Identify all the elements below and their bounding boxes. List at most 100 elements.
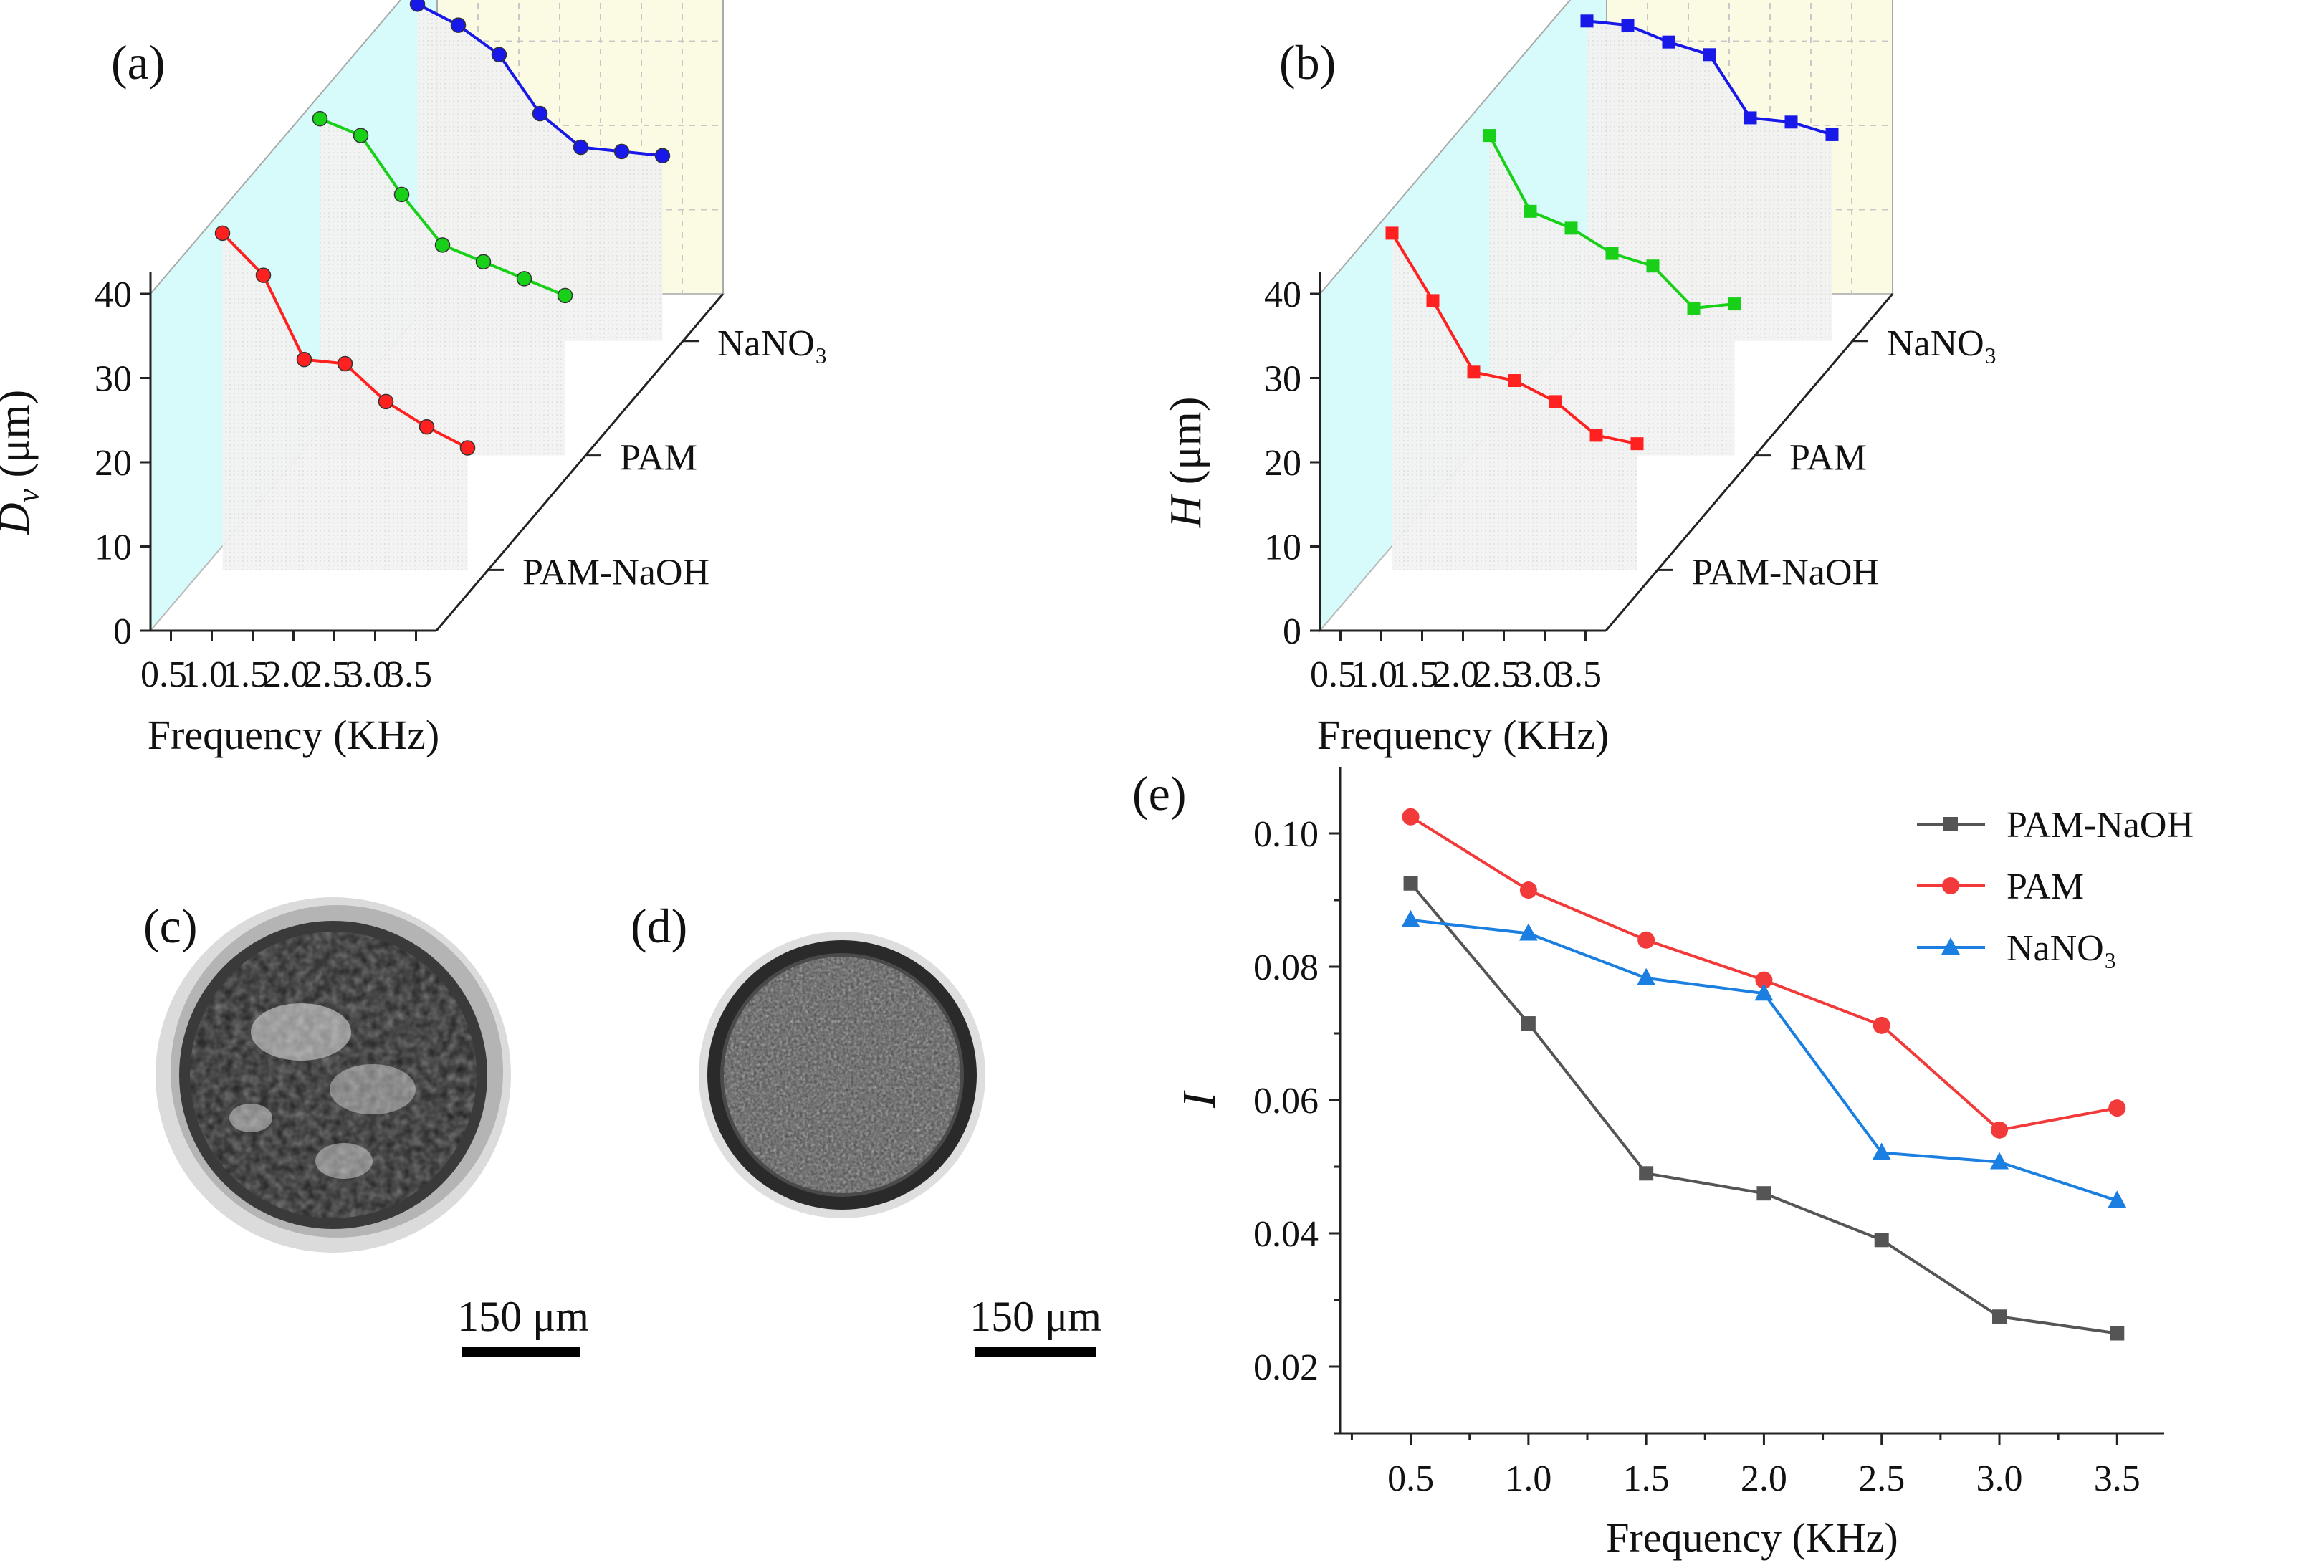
panel-a-xtick-label-2.0: 2.0	[263, 654, 310, 695]
panel-b-3d-chart: (b) 0 10 20 30 40 H (μm) 0.51.01.52.02.53.03.5…	[1162, 0, 1997, 758]
panel-a-y-axis-title: Dv (μm)	[0, 390, 46, 536]
panel-b-xtick-label-2.0: 2.0	[1433, 654, 1479, 695]
panel-e-y-axis-title: I	[1173, 1090, 1225, 1109]
panel-e-point-NaNO₃-5	[1990, 1152, 2009, 1170]
svg-text:150 μm: 150 μm	[970, 1293, 1101, 1340]
panel-e-xtick-label-2.5: 2.5	[1858, 1458, 1905, 1499]
panel-b-x-axis-title: Frequency (KHz)	[1317, 712, 1609, 758]
panel-e-point-PAM-6	[2108, 1099, 2126, 1117]
panel-e-xtick-label-3.5: 3.5	[2094, 1458, 2141, 1499]
panel-e-ytick-label-0.02: 0.02	[1253, 1347, 1319, 1388]
panel-a-point-NaNO3-5	[613, 143, 630, 160]
panel-b-curtain-PAM	[1489, 135, 1735, 456]
panel-a-depth-axis	[435, 293, 725, 631]
panel-b-point-NaNO3-5	[1784, 115, 1798, 129]
panel-e-line-chart: (e) 0.02 0.04 0.06 0.08 0.10 0.5 1.0 1.5 2.0 2.5 3…	[1132, 766, 2194, 1561]
panel-e-legend-label-NaNO₃: NaNO₃	[2007, 928, 2117, 969]
panel-a-label: (a)	[111, 35, 165, 90]
panel-e-point-PAM-4	[1873, 1016, 1890, 1034]
panel-a-xtick-label-3.5: 3.5	[386, 654, 432, 695]
panel-a-ytick-label-0: 0	[113, 611, 132, 652]
panel-a-point-PAM-NaOH-3	[337, 355, 353, 372]
panel-b-ytick-label-30: 30	[1264, 359, 1301, 400]
panel-a-xtick-label-3.0: 3.0	[345, 654, 391, 695]
panel-b-ytick-label-40: 40	[1264, 274, 1301, 315]
panel-a-point-NaNO3-1	[450, 17, 467, 33]
panel-a-depth-label-PAM-NaOH: PAM-NaOH	[522, 552, 709, 593]
panel-a-point-PAM-4	[475, 254, 492, 270]
panel-e-point-PAM-0	[1402, 808, 1420, 826]
panel-d-scale-bar: 150 μm	[970, 1293, 1101, 1357]
panel-a-point-PAM-2	[393, 186, 410, 203]
panel-e-ytick-label-0.10: 0.10	[1253, 814, 1319, 855]
panel-a-point-PAM-NaOH-2	[296, 351, 312, 368]
panel-b-label: (b)	[1279, 35, 1336, 90]
panel-b-point-NaNO3-2	[1662, 35, 1675, 49]
panel-a-ytick-label-40: 40	[95, 274, 132, 315]
panel-a-point-PAM-NaOH-0	[214, 225, 231, 242]
panel-b-point-PAM-NaOH-1	[1426, 294, 1440, 307]
panel-b-point-PAM-NaOH-2	[1467, 365, 1481, 379]
panel-e-point-PAM-NaOH-2	[1639, 1166, 1654, 1181]
panel-a-point-NaNO3-0	[409, 0, 426, 12]
panel-e-point-PAM-1	[1519, 881, 1537, 899]
panel-e-xtick-label-1.5: 1.5	[1623, 1458, 1670, 1499]
panel-b-point-PAM-1	[1524, 204, 1537, 218]
panel-b-point-PAM-NaOH-4	[1549, 395, 1562, 408]
panel-e-point-NaNO₃-4	[1872, 1142, 1891, 1160]
panel-a-depth-label-PAM: PAM	[620, 438, 697, 479]
panel-b-ytick-label-20: 20	[1264, 443, 1301, 484]
panel-b-point-PAM-5	[1687, 301, 1701, 315]
panel-e-legend-label-PAM: PAM	[2007, 866, 2084, 907]
panel-b-depth-label-PAM-NaOH: PAM-NaOH	[1692, 552, 1879, 593]
panel-c-scale-bar: 150 μm	[457, 1293, 589, 1357]
panel-b-point-NaNO3-3	[1703, 48, 1716, 62]
panel-b-y-axis-title: H (μm)	[1162, 396, 1210, 528]
panel-c-micrograph: (c) 150 μm	[143, 897, 589, 1357]
panel-c-label: (c)	[143, 899, 197, 953]
panel-e-point-PAM-5	[1991, 1121, 2008, 1139]
panel-b-xtick-label-0.5: 0.5	[1310, 654, 1357, 695]
panel-a-point-PAM-3	[434, 237, 451, 253]
panel-a-point-PAM-NaOH-5	[419, 419, 435, 435]
panel-a-point-PAM-1	[353, 128, 369, 143]
panel-b-point-PAM-NaOH-3	[1508, 374, 1521, 388]
panel-e-point-NaNO₃-0	[1401, 909, 1420, 927]
panel-a-xtick-label-1.0: 1.0	[181, 654, 228, 695]
panel-a-3d-chart: (a) 0 10 20 30 40 Dv (μm) 0.51.01.52.02.53.03.…	[0, 0, 828, 758]
panel-b-point-NaNO3-6	[1825, 128, 1839, 141]
panel-b-curtain-PAM-NaOH	[1392, 233, 1637, 570]
panel-b-point-NaNO3-0	[1580, 14, 1594, 28]
panel-e-legend-marker-PAM-NaOH	[1943, 817, 1958, 831]
panel-e-label: (e)	[1132, 766, 1186, 821]
panel-e-point-PAM-NaOH-5	[1992, 1309, 2007, 1324]
panel-b-point-PAM-NaOH-6	[1630, 437, 1644, 451]
panel-b-xtick-label-1.0: 1.0	[1351, 654, 1397, 695]
panel-b-point-NaNO3-4	[1744, 111, 1757, 125]
panel-b-point-PAM-6	[1728, 297, 1741, 311]
panel-a-point-PAM-0	[312, 110, 328, 127]
panel-e-legend-marker-NaNO₃	[1941, 937, 1960, 955]
panel-e-point-PAM-NaOH-0	[1403, 876, 1418, 891]
panel-e-legend-label-PAM-NaOH: PAM-NaOH	[2007, 805, 2194, 846]
panel-b-point-PAM-3	[1605, 247, 1619, 260]
panel-b-xtick-label-1.5: 1.5	[1392, 654, 1438, 695]
panel-b-point-PAM-0	[1483, 129, 1496, 143]
panel-b-point-PAM-2	[1564, 221, 1578, 235]
panel-b-point-PAM-NaOH-5	[1589, 429, 1603, 442]
panel-e-xtick-label-1.0: 1.0	[1505, 1458, 1551, 1499]
panel-a-depth-label-NaNO₃: NaNO₃	[717, 323, 828, 364]
panel-a-point-PAM-NaOH-4	[378, 393, 394, 410]
panel-a-ytick-label-30: 30	[95, 359, 132, 400]
panel-a-point-NaNO3-3	[532, 105, 548, 122]
panel-b-point-PAM-4	[1646, 259, 1660, 273]
panel-e-x-axis-title: Frequency (KHz)	[1606, 1514, 1898, 1561]
panel-e-ytick-label-0.04: 0.04	[1253, 1214, 1319, 1255]
panel-b-xtick-label-3.0: 3.0	[1514, 654, 1561, 695]
panel-d-label: (d)	[631, 899, 687, 953]
panel-a-point-PAM-6	[557, 287, 573, 304]
panel-b-xtick-label-2.5: 2.5	[1473, 654, 1520, 695]
panel-e-point-NaNO₃-2	[1637, 967, 1656, 985]
panel-b-depth-label-PAM: PAM	[1789, 438, 1867, 479]
